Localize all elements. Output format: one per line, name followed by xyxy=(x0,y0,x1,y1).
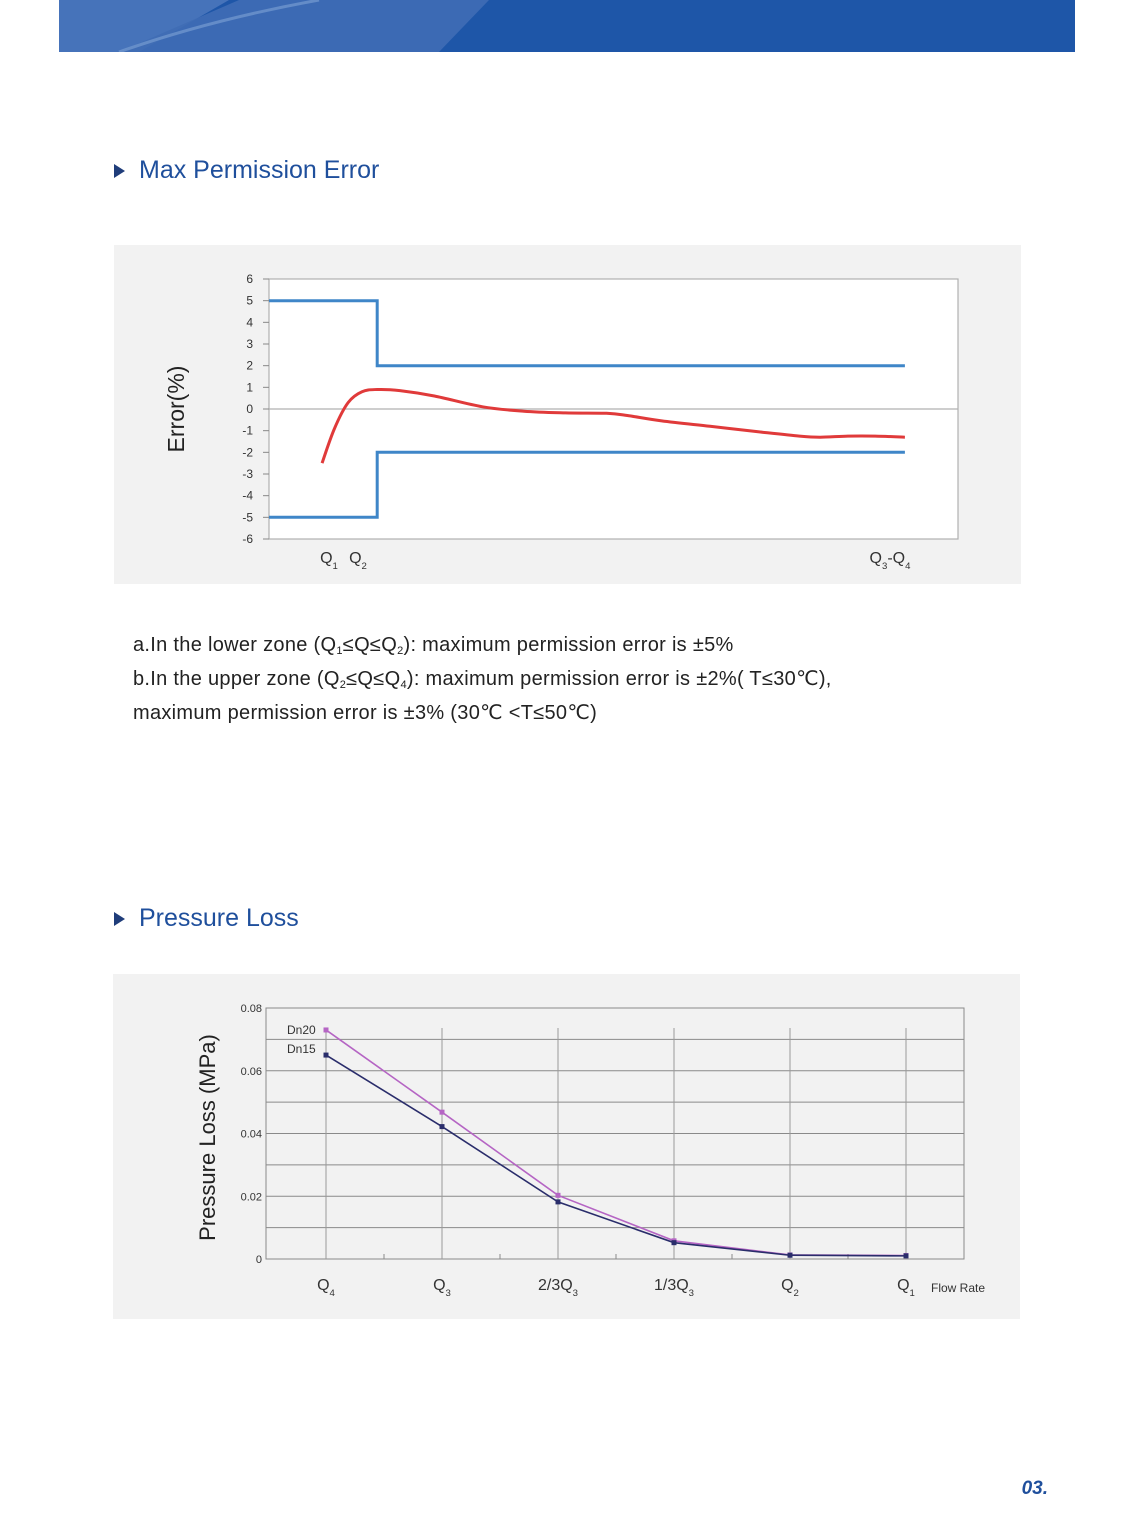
x-tick-label: 2/3Q3 xyxy=(538,1277,578,1299)
y-tick-label: -1 xyxy=(242,424,253,438)
y-tick-label: -2 xyxy=(242,445,253,459)
data-point-dn15 xyxy=(323,1052,329,1058)
y-tick-label: 6 xyxy=(246,272,253,286)
error-chart-panel: 6 5 4 3 2 1 0 -1 -2 -3 -4 -5 -6 Error(%) Q1 Q2 Q3-Q4 xyxy=(114,245,1021,584)
y-axis-label: Error(%) xyxy=(163,366,189,453)
data-point-dn15 xyxy=(439,1124,445,1130)
x-label-q1: Q1 xyxy=(320,550,338,572)
description-line-a: a.In the lower zone (Q1≤Q≤Q2): maximum p… xyxy=(133,634,734,657)
y-axis-label: Pressure Loss (MPa) xyxy=(195,1034,220,1241)
section-title-pressure-text: Pressure Loss xyxy=(139,904,299,932)
data-point-dn15 xyxy=(671,1240,677,1246)
triangle-bullet-icon xyxy=(114,911,125,926)
data-point-dn15 xyxy=(903,1253,909,1259)
y-tick-label: 0 xyxy=(246,402,253,416)
x-tick-label: Q1 xyxy=(897,1277,915,1299)
y-tick-label: -6 xyxy=(242,532,253,546)
error-chart: 6 5 4 3 2 1 0 -1 -2 -3 -4 -5 -6 Error(%) Q1 Q2 Q3-Q4 xyxy=(163,272,959,572)
triangle-bullet-icon xyxy=(114,163,125,178)
data-point-dn20 xyxy=(439,1109,445,1115)
y-tick-label: 3 xyxy=(246,337,253,351)
description-line-b: b.In the upper zone (Q2≤Q≤Q4): maximum p… xyxy=(133,668,832,691)
section-title-error: Max Permission Error xyxy=(114,156,379,185)
series-line-dn15 xyxy=(325,1054,907,1257)
lower-limit-line xyxy=(269,450,905,519)
series-label-dn15: Dn15 xyxy=(287,1042,316,1056)
x-tick-label: 1/3Q3 xyxy=(654,1277,694,1299)
y-tick-label: -5 xyxy=(242,510,253,524)
series-label-dn20: Dn20 xyxy=(287,1023,316,1037)
x-label-q2: Q2 xyxy=(349,550,367,572)
y-tick-label: 2 xyxy=(246,359,253,373)
pressure-loss-chart: 0.08 0.06 0.04 0.02 0 Pressure Loss (MPa) Dn20… xyxy=(195,1003,985,1299)
y-tick-label: 0.06 xyxy=(241,1066,262,1078)
y-tick-label: 0.02 xyxy=(241,1191,262,1203)
error-curve xyxy=(320,387,905,464)
error-description: a.In the lower zone (Q1≤Q≤Q2): maximum p… xyxy=(133,628,832,730)
x-tick-label: Q2 xyxy=(781,1277,799,1299)
data-point-dn20 xyxy=(323,1027,329,1033)
description-line-c: maximum permission error is ±3% (30℃ <T≤… xyxy=(133,702,598,724)
upper-limit-line xyxy=(269,299,905,368)
data-point-dn15 xyxy=(787,1252,793,1258)
y-tick-label: 1 xyxy=(246,380,253,394)
y-tick-label: 4 xyxy=(246,315,253,329)
y-tick-label: 0.08 xyxy=(241,1003,262,1015)
page-number: 03. xyxy=(1021,1478,1048,1499)
data-point-dn15 xyxy=(555,1199,561,1205)
top-banner xyxy=(59,0,1075,52)
data-point-dn20 xyxy=(555,1192,561,1198)
y-tick-label: -4 xyxy=(242,489,253,503)
y-tick-label: 0 xyxy=(256,1254,262,1266)
section-title-pressure: Pressure Loss xyxy=(114,904,299,933)
section-title-error-text: Max Permission Error xyxy=(139,156,380,184)
x-label-q3-q4: Q3-Q4 xyxy=(870,550,912,572)
banner-decoration xyxy=(59,0,489,52)
y-tick-label: 5 xyxy=(246,294,253,308)
x-tick-label: Q3 xyxy=(433,1277,451,1299)
y-tick-label: 0.04 xyxy=(241,1129,262,1141)
pressure-chart-panel: 0.08 0.06 0.04 0.02 0 Pressure Loss (MPa) Dn20… xyxy=(113,974,1020,1319)
x-axis-label: Flow Rate xyxy=(931,1281,985,1295)
y-tick-label: -3 xyxy=(242,467,253,481)
x-tick-label: Q4 xyxy=(317,1277,335,1299)
